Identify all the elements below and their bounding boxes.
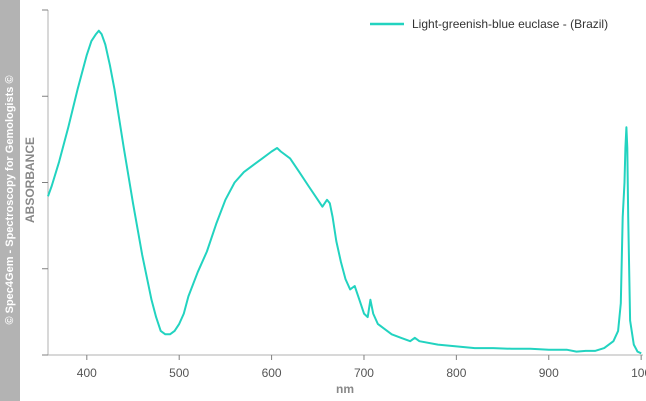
x-tick-label: 400	[77, 366, 97, 380]
chart-axes: 400 500 600 700 800 900 100	[42, 9, 646, 380]
watermark-band: © Spec4Gem - Spectroscopy for Gemologist…	[0, 0, 20, 401]
x-tick-label: 100	[631, 366, 646, 380]
chart-legend: Light-greenish-blue euclase - (Brazil)	[370, 17, 608, 31]
x-tick-label: 800	[446, 366, 466, 380]
y-axis-label: ABSORBANCE	[23, 137, 37, 223]
x-tick-label: 700	[354, 366, 374, 380]
chart-series	[47, 29, 642, 355]
x-tick-label: 500	[169, 366, 189, 380]
x-axis-label: nm	[336, 382, 354, 396]
spectrum-line	[47, 29, 642, 355]
x-tick-label: 600	[262, 366, 282, 380]
legend-entry-label: Light-greenish-blue euclase - (Brazil)	[412, 17, 608, 31]
x-tick-label: 900	[539, 366, 559, 380]
